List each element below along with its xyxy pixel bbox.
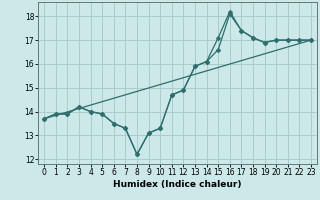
X-axis label: Humidex (Indice chaleur): Humidex (Indice chaleur)	[113, 180, 242, 189]
